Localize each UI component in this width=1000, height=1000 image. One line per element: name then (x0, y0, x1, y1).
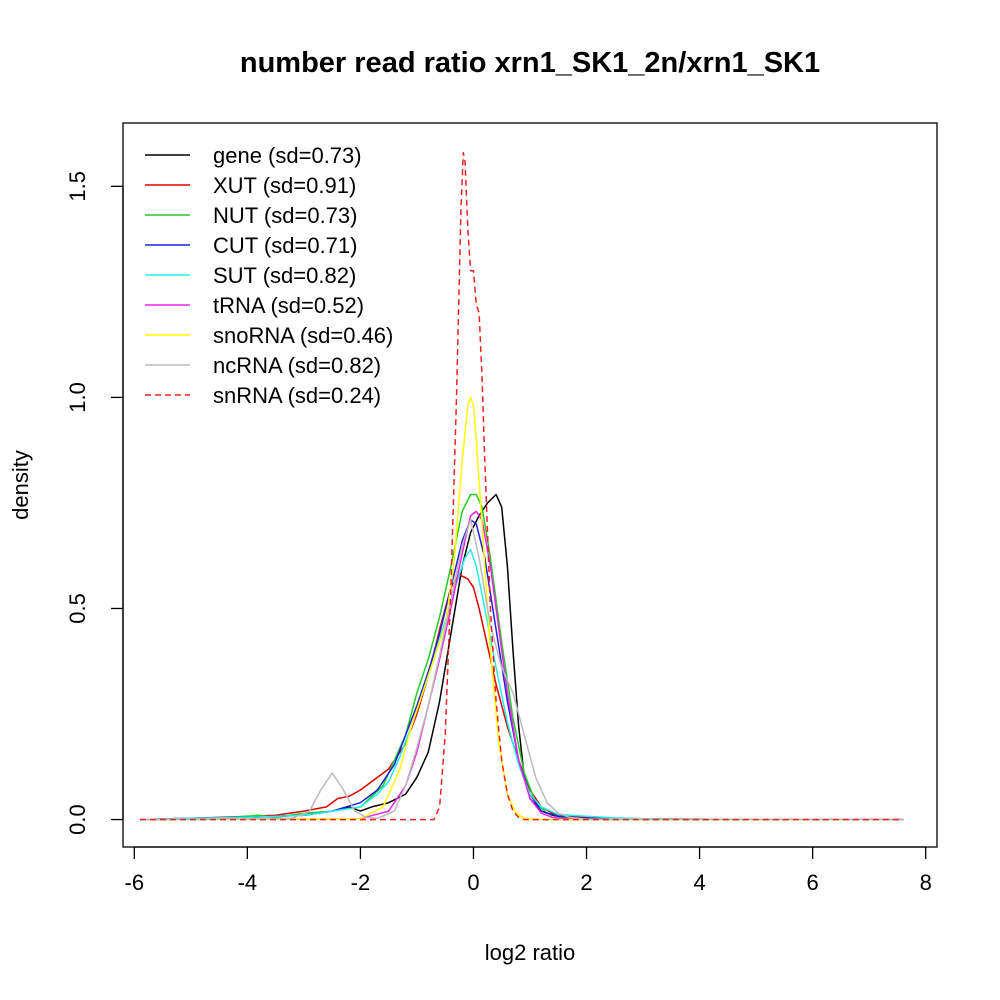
x-tick-label: -6 (125, 870, 145, 895)
plot-frame (122, 122, 938, 848)
legend-entry: CUT (sd=0.71) (213, 233, 357, 258)
series-line-4 (139, 548, 904, 821)
series-line-7 (139, 519, 904, 821)
x-tick-label: 0 (467, 870, 479, 895)
legend-entry: NUT (sd=0.73) (213, 203, 357, 228)
series-line-2 (139, 493, 904, 821)
x-tick-label: 4 (693, 870, 705, 895)
y-tick-label: 0.5 (65, 593, 90, 624)
x-tick-label: -2 (351, 870, 371, 895)
y-tick-label: 0.0 (65, 804, 90, 835)
legend-entry: ncRNA (sd=0.82) (213, 353, 381, 378)
x-axis: -6 -4 -2 0 2 4 6 8 (125, 846, 932, 895)
x-tick-label: 8 (920, 870, 932, 895)
legend-entry: snoRNA (sd=0.46) (213, 323, 393, 348)
series-line-3 (139, 519, 904, 821)
y-axis: 0.0 0.5 1.0 1.5 (65, 171, 124, 835)
chart-title: number read ratio xrn1_SK1_2n/xrn1_SK1 (240, 47, 820, 79)
legend-entry: XUT (sd=0.91) (213, 173, 356, 198)
x-tick-label: -4 (238, 870, 258, 895)
series-line-8 (140, 151, 904, 821)
y-tick-label: 1.0 (65, 382, 90, 413)
x-tick-label: 2 (580, 870, 592, 895)
legend-entry: snRNA (sd=0.24) (213, 383, 381, 408)
x-tick-label: 6 (807, 870, 819, 895)
x-axis-label: log2 ratio (485, 940, 576, 965)
legend-entry: gene (sd=0.73) (213, 143, 362, 168)
y-axis-label: density (8, 450, 33, 520)
legend-entry: tRNA (sd=0.52) (213, 293, 364, 318)
y-tick-label: 1.5 (65, 171, 90, 202)
series-line-6 (139, 396, 904, 821)
legend-entry: SUT (sd=0.82) (213, 263, 356, 288)
legend: gene (sd=0.73) XUT (sd=0.91) NUT (sd=0.73)… (145, 143, 393, 408)
series-line-1 (139, 573, 904, 821)
series-lines (139, 151, 904, 821)
